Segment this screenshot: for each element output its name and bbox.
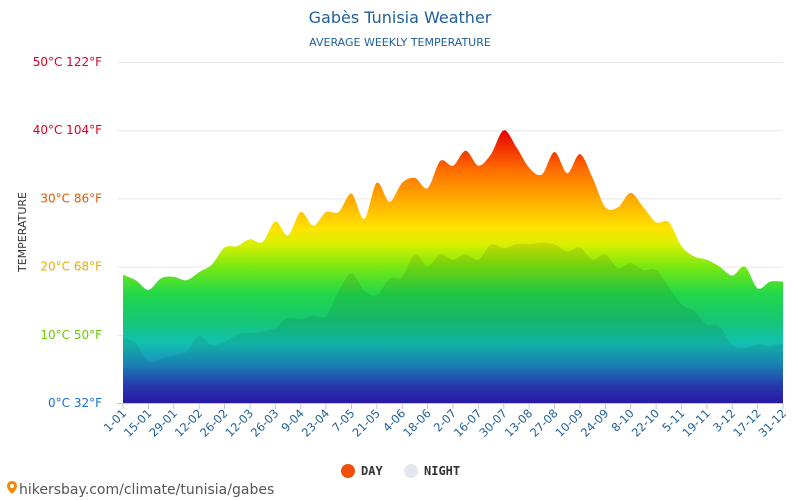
x-tick-label: 23-04 bbox=[299, 406, 333, 440]
y-tick-label: 0°C 32°F bbox=[48, 396, 102, 410]
legend-item-day[interactable]: DAY bbox=[341, 464, 383, 478]
x-tick-label: 26-02 bbox=[197, 406, 231, 440]
x-tick-label: 13-08 bbox=[502, 406, 536, 440]
legend-day-label: DAY bbox=[361, 464, 383, 478]
x-tick-label: 16-07 bbox=[451, 406, 485, 440]
y-tick-label: 30°C 86°F bbox=[40, 191, 102, 205]
x-tick-label: 27-08 bbox=[527, 406, 561, 440]
x-tick-label: 12-02 bbox=[172, 406, 206, 440]
legend-day-marker bbox=[341, 464, 355, 478]
x-tick-label: 22-10 bbox=[629, 406, 663, 440]
x-tick-label: 21-05 bbox=[349, 406, 383, 440]
legend-item-night[interactable]: NIGHT bbox=[404, 464, 460, 478]
x-axis-ticks: 1-0115-0129-0112-0226-0212-0326-039-0423… bbox=[101, 403, 789, 440]
chart-subtitle: AVERAGE WEEKLY TEMPERATURE bbox=[309, 36, 491, 49]
y-axis-ticks: 0°C 32°F 10°C 50°F 20°C 68°F 30°C 86°F 40°C … bbox=[33, 55, 102, 410]
y-tick-label: 40°C 104°F bbox=[33, 123, 102, 137]
plot-areas bbox=[123, 130, 783, 403]
map-pin-icon bbox=[7, 481, 17, 494]
x-tick-label: 24-09 bbox=[578, 406, 612, 440]
x-tick-label: 12-03 bbox=[223, 406, 257, 440]
legend: DAY NIGHT bbox=[341, 464, 460, 478]
legend-night-label: NIGHT bbox=[424, 464, 460, 478]
x-tick-label: 15-01 bbox=[121, 406, 155, 440]
chart-title: Gabès Tunisia Weather bbox=[309, 8, 492, 27]
x-tick-label: 19-11 bbox=[679, 406, 713, 440]
x-tick-label: 29-01 bbox=[146, 406, 180, 440]
x-tick-label: 31-12 bbox=[756, 406, 790, 440]
source-url: hikersbay.com/climate/tunisia/gabes bbox=[19, 482, 274, 498]
y-axis-label: TEMPERATURE bbox=[16, 192, 29, 273]
source-link[interactable]: hikersbay.com/climate/tunisia/gabes bbox=[7, 481, 274, 498]
x-tick-label: 10-09 bbox=[553, 406, 587, 440]
x-tick-label: 26-03 bbox=[248, 406, 282, 440]
x-tick-label: 18-06 bbox=[400, 406, 434, 440]
night-series-area bbox=[123, 242, 783, 403]
y-tick-label: 10°C 50°F bbox=[40, 328, 102, 342]
y-tick-label: 20°C 68°F bbox=[40, 260, 102, 274]
x-tick-label: 30-07 bbox=[476, 406, 510, 440]
y-tick-label: 50°C 122°F bbox=[33, 55, 102, 69]
legend-night-marker bbox=[404, 464, 418, 478]
x-tick-label: 17-12 bbox=[730, 406, 764, 440]
